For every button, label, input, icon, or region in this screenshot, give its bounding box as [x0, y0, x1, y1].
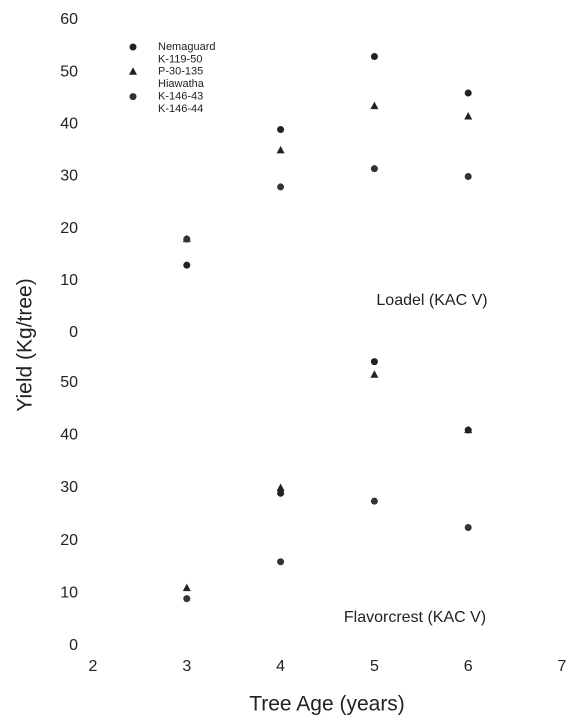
data-point: [183, 595, 191, 603]
data-point: [183, 261, 191, 269]
x-tick-label: 4: [276, 658, 285, 675]
legend-label: Nemaguard: [158, 41, 215, 53]
legend-label: P-30-135: [158, 66, 203, 78]
x-tick-label: 2: [89, 658, 98, 675]
data-point: [464, 89, 472, 97]
y-tick-label: 0: [69, 637, 78, 654]
y-tick-label: 40: [60, 427, 78, 444]
data-point: [183, 235, 191, 243]
y-axis-title: Yield (Kg/tree): [14, 278, 37, 411]
y-tick-label: 20: [60, 220, 78, 237]
legend-marker: [129, 67, 137, 75]
data-point: [370, 101, 379, 110]
data-point: [370, 358, 378, 366]
data-point: [277, 183, 285, 191]
data-point: [277, 126, 285, 134]
data-point: [464, 112, 473, 120]
y-tick-label: 40: [60, 116, 78, 133]
legend-label: K-146-44: [158, 103, 203, 115]
y-tick-label: 30: [60, 168, 78, 185]
x-tick-label: 5: [370, 658, 379, 675]
legend-label: Hiawatha: [158, 78, 205, 90]
data-point: [182, 583, 191, 592]
y-tick-label: 50: [60, 374, 78, 391]
y-tick-label: 20: [60, 532, 78, 549]
data-point: [464, 173, 472, 180]
y-tick-label: 30: [60, 479, 78, 496]
y-tick-label: 0: [69, 324, 78, 341]
legend-marker: [129, 43, 137, 51]
data-point: [276, 145, 285, 154]
legend-label: K-119-50: [158, 53, 202, 65]
x-tick-label: 3: [182, 658, 191, 675]
data-point: [276, 483, 285, 491]
y-tick-label: 10: [60, 585, 78, 602]
data-point: [277, 558, 285, 566]
y-tick-label: 10: [60, 272, 78, 289]
data-point: [277, 489, 285, 497]
x-tick-label: 6: [464, 658, 473, 675]
legend-marker: [129, 93, 137, 101]
annotation: Flavorcrest (KAC V): [344, 609, 486, 626]
x-axis-title: Tree Age (years): [249, 693, 405, 716]
data-point: [370, 370, 379, 378]
data-point: [464, 425, 473, 434]
data-point: [370, 53, 378, 61]
data-point: [370, 497, 378, 505]
annotation: Loadel (KAC V): [376, 292, 487, 309]
x-tick-label: 7: [558, 658, 567, 675]
data-point: [464, 524, 472, 531]
y-tick-label: 50: [60, 63, 78, 80]
y-tick-label: 60: [60, 11, 78, 28]
legend-label: K-146-43: [158, 91, 203, 103]
data-point: [370, 165, 378, 173]
